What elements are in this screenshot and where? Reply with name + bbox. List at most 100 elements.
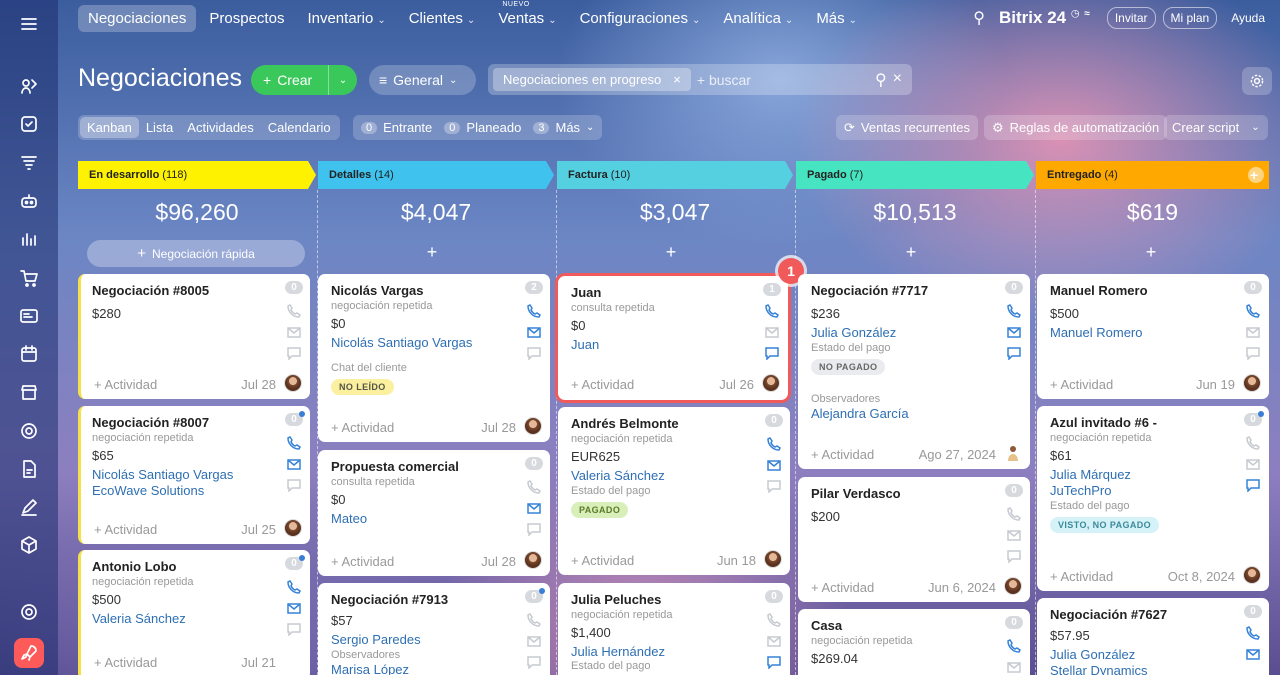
card-title[interactable]: Propuesta comercial — [331, 459, 459, 474]
contact-link[interactable]: Sergio Paredes — [331, 632, 421, 647]
deal-card[interactable]: Negociación #7627 $57.95 Julia González … — [1037, 598, 1269, 675]
phone-icon[interactable] — [1007, 507, 1021, 521]
close-icon[interactable]: × — [892, 69, 902, 87]
column-header-entregado[interactable]: Entregado (4) + — [1036, 161, 1269, 189]
card-title[interactable]: Julia Peluches — [571, 592, 662, 607]
toggle-icon[interactable]: ≈ — [1084, 8, 1090, 20]
nav-mas[interactable]: Más ⌄ — [806, 5, 867, 32]
company-link[interactable]: EcoWave Solutions — [92, 483, 205, 498]
pen-icon[interactable] — [17, 495, 41, 519]
contact-link[interactable]: Valeria Sánchez — [571, 468, 665, 483]
phone-icon[interactable] — [765, 304, 779, 318]
deal-card[interactable]: Casa negociación repetida $269.04 0 — [798, 609, 1030, 675]
deal-card[interactable]: Julia Peluches negociación repetida $1,4… — [558, 583, 790, 675]
add-activity-link[interactable]: + Actividad — [331, 554, 395, 569]
card-title[interactable]: Manuel Romero — [1050, 283, 1148, 298]
search-icon[interactable]: ⚲ — [874, 71, 887, 89]
create-button[interactable]: + Crear ⌄ — [251, 65, 357, 95]
add-activity-link[interactable]: + Actividad — [94, 377, 158, 392]
deal-card[interactable]: Nicolás Vargas negociación repetida $0 N… — [318, 274, 550, 442]
counter-planeado[interactable]: 0 Planeado — [444, 120, 521, 135]
nav-analitica[interactable]: Analítica ⌄ — [713, 5, 803, 32]
phone-icon[interactable] — [1007, 639, 1021, 653]
phone-icon[interactable] — [527, 613, 541, 627]
card-title[interactable]: Antonio Lobo — [92, 559, 177, 574]
contact-link[interactable]: Nicolás Santiago Vargas — [331, 335, 473, 350]
search-input[interactable] — [696, 71, 847, 88]
contact-link[interactable]: Juan — [571, 337, 600, 352]
add-deal-button[interactable]: + — [665, 242, 677, 262]
card-title[interactable]: Juan — [571, 285, 602, 300]
mail-icon[interactable] — [1007, 660, 1021, 674]
contact-link[interactable]: Manuel Romero — [1050, 325, 1143, 340]
contact-link[interactable]: Valeria Sánchez — [92, 611, 186, 626]
phone-icon[interactable] — [1007, 304, 1021, 318]
chat-icon[interactable] — [527, 346, 541, 361]
tasks-icon[interactable] — [17, 112, 41, 136]
deal-card[interactable]: Andrés Belmonte negociación repetida EUR… — [558, 407, 790, 575]
mail-icon[interactable] — [287, 325, 301, 339]
chevron-down-icon[interactable]: ⌄ — [1251, 122, 1260, 133]
deal-card[interactable]: Negociación #7913 $57 Sergio Paredes Obs… — [318, 583, 550, 675]
search-bar[interactable]: Negociaciones en progreso × ⚲ × — [488, 64, 912, 95]
plan-button[interactable]: Mi plan — [1162, 7, 1218, 29]
mail-icon[interactable] — [1007, 325, 1021, 339]
phone-icon[interactable] — [287, 436, 301, 450]
column-header-detalles[interactable]: Detalles (14) — [318, 161, 554, 189]
chat-icon[interactable] — [527, 522, 541, 537]
phone-icon[interactable] — [1246, 304, 1260, 318]
add-activity-link[interactable]: + Actividad — [811, 580, 875, 595]
phone-icon[interactable] — [1246, 626, 1260, 640]
deal-card[interactable]: Manuel Romero $500 Manuel Romero 0 + Act… — [1037, 274, 1269, 399]
invite-button[interactable]: Invitar — [1106, 7, 1156, 29]
help-button[interactable]: Ayuda — [1231, 11, 1265, 25]
contact-link[interactable]: Julia Hernández — [571, 644, 665, 659]
chat-icon[interactable] — [287, 346, 301, 361]
counter-mas[interactable]: 3 Más ⌄ — [533, 120, 594, 135]
view-lista[interactable]: Lista — [145, 120, 174, 135]
robot-icon[interactable] — [17, 189, 41, 213]
add-deal-button[interactable]: + — [905, 242, 917, 262]
add-activity-link[interactable]: + Actividad — [94, 522, 158, 537]
chat-icon[interactable] — [767, 655, 781, 670]
chat-icon[interactable] — [1246, 346, 1260, 361]
nav-clientes[interactable]: Clientes ⌄ — [399, 5, 486, 32]
contact-link[interactable]: Mateo — [331, 511, 368, 526]
phone-icon[interactable] — [287, 304, 301, 318]
add-activity-link[interactable]: + Actividad — [94, 655, 158, 670]
cart-icon[interactable] — [17, 266, 41, 290]
mail-icon[interactable] — [527, 325, 541, 339]
nav-negociaciones[interactable]: Negociaciones — [78, 4, 197, 32]
quick-deal-button[interactable]: + Negociación rápida — [87, 240, 305, 267]
nav-ventas[interactable]: NUEVO Ventas ⌄ — [488, 1, 566, 32]
phone-icon[interactable] — [1246, 436, 1260, 450]
mail-icon[interactable] — [527, 501, 541, 515]
add-activity-link[interactable]: + Actividad — [331, 420, 395, 435]
contact-link[interactable]: Julia González — [811, 325, 897, 340]
nav-inventario[interactable]: Inventario ⌄ — [297, 5, 395, 32]
document-edit-icon[interactable] — [17, 457, 41, 481]
view-calendario[interactable]: Calendario — [267, 120, 331, 135]
mail-icon[interactable] — [287, 601, 301, 615]
avatar[interactable] — [764, 550, 782, 568]
add-activity-link[interactable]: + Actividad — [571, 553, 635, 568]
phone-icon[interactable] — [527, 480, 541, 494]
add-column-icon[interactable]: + — [1250, 167, 1259, 183]
deal-card[interactable]: Negociación #8005 $280 0 + Actividad Jul … — [78, 274, 310, 399]
store-icon[interactable] — [17, 380, 41, 404]
deal-card[interactable]: Negociación #8007 negociación repetida $… — [78, 406, 310, 544]
card-title[interactable]: Pilar Verdasco — [811, 486, 901, 501]
mail-icon[interactable] — [1246, 325, 1260, 339]
add-activity-link[interactable]: + Actividad — [1050, 569, 1114, 584]
company-link[interactable]: Stellar Dynamics — [1050, 663, 1148, 675]
mail-icon[interactable] — [765, 325, 779, 339]
mail-icon[interactable] — [1246, 457, 1260, 471]
column-header-pagado[interactable]: Pagado (7) — [796, 161, 1034, 189]
target-icon[interactable] — [17, 419, 41, 443]
add-activity-link[interactable]: + Actividad — [571, 377, 635, 392]
contact-link[interactable]: Julia González — [1050, 647, 1136, 662]
mail-icon[interactable] — [527, 634, 541, 648]
view-kanban[interactable]: Kanban — [80, 117, 139, 138]
deal-card[interactable]: Pilar Verdasco $200 0 + Actividad Jun 6, … — [798, 477, 1030, 602]
add-activity-link[interactable]: + Actividad — [1050, 377, 1114, 392]
